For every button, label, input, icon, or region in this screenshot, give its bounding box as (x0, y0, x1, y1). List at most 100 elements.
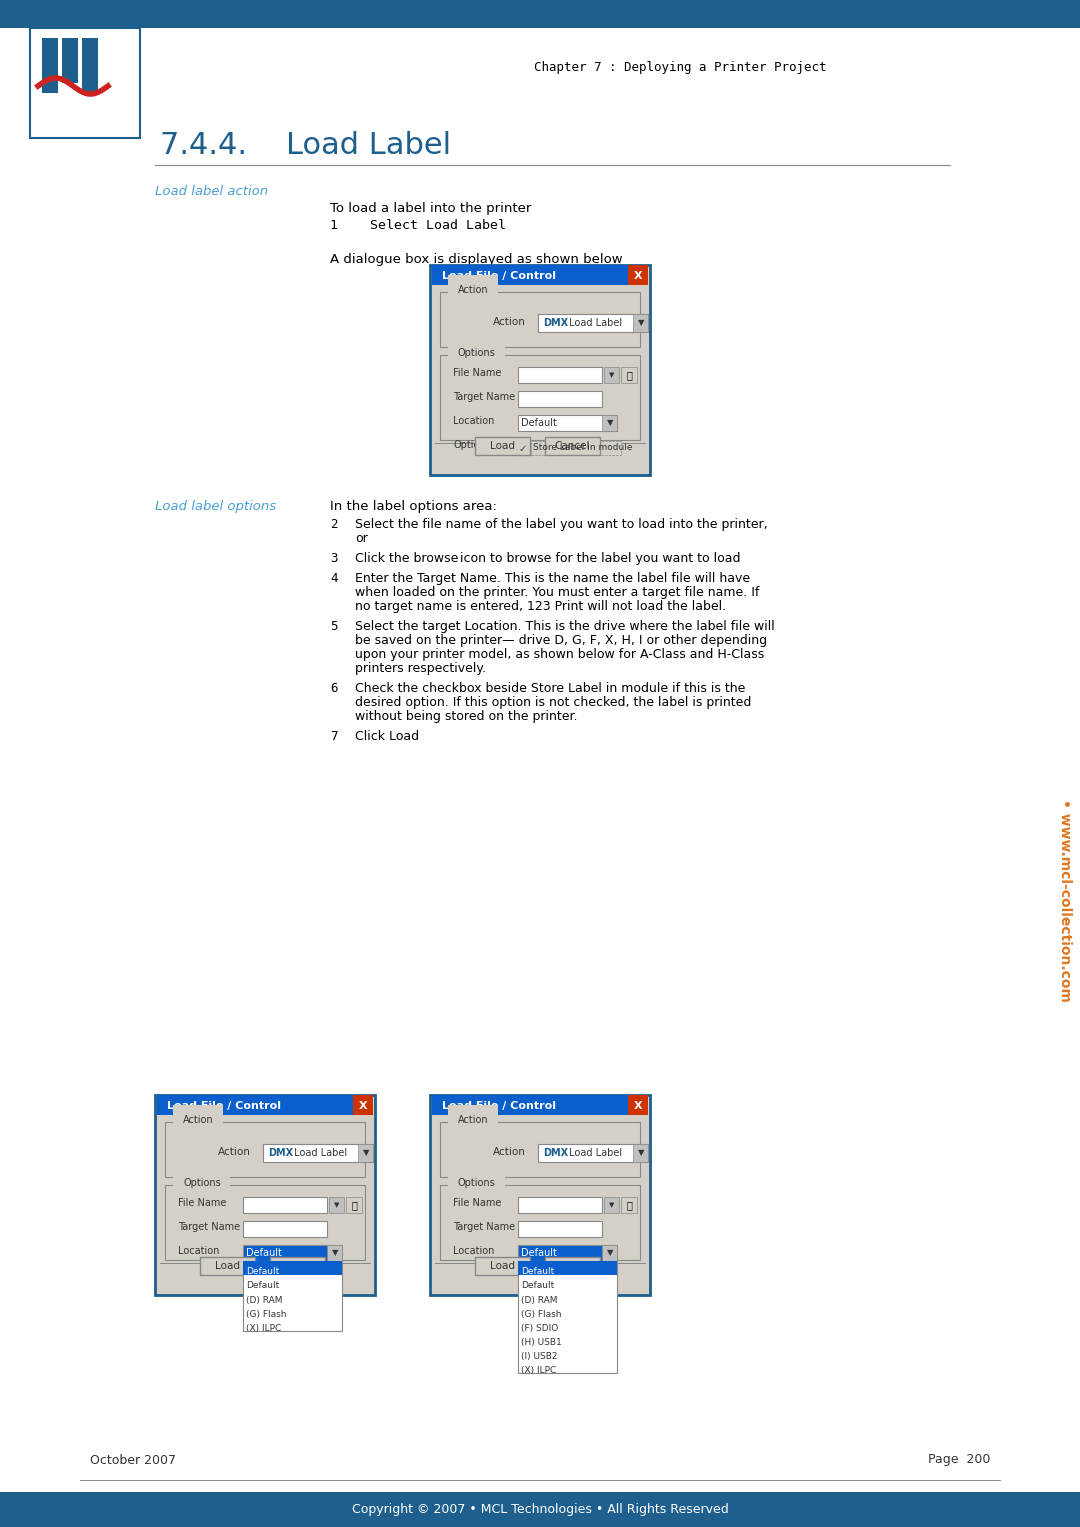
Text: File Name: File Name (453, 1199, 501, 1208)
Text: X: X (634, 1101, 643, 1112)
Text: October 2007: October 2007 (90, 1454, 176, 1466)
Text: Action: Action (183, 1115, 214, 1125)
Bar (42, 38, 58, 93)
Bar (0, 1492, 1080, 1527)
Bar (430, 1095, 650, 1295)
Text: Target Name: Target Name (453, 392, 515, 402)
Bar (270, 1257, 325, 1275)
Text: ▼: ▼ (638, 1148, 645, 1157)
Text: Click the browse: Click the browse (355, 551, 458, 565)
Text: Target Name: Target Name (178, 1222, 240, 1232)
Bar (82, 38, 98, 93)
Text: 3: 3 (330, 551, 337, 565)
Text: X: X (634, 270, 643, 281)
Bar (627, 266, 648, 286)
Text: X: X (359, 1101, 367, 1112)
Bar (518, 1245, 617, 1261)
Bar (633, 315, 648, 331)
Text: 🔍: 🔍 (626, 370, 632, 380)
Text: Cancel: Cancel (280, 1261, 315, 1270)
Text: (I) USB2: (I) USB2 (521, 1351, 557, 1361)
Text: Default: Default (246, 1267, 280, 1277)
Bar (62, 38, 78, 82)
Text: Default: Default (521, 1267, 554, 1277)
Text: Load File / Control: Load File / Control (442, 1101, 556, 1112)
Bar (518, 366, 602, 383)
Bar (432, 1095, 648, 1115)
Text: Options: Options (183, 1177, 220, 1188)
Text: Select the target Location. This is the drive where the label file will: Select the target Location. This is the … (355, 620, 774, 634)
Text: 5: 5 (330, 620, 337, 634)
Text: Default: Default (521, 418, 557, 428)
Bar (30, 27, 140, 137)
Text: Click Load: Click Load (355, 730, 419, 744)
Bar (545, 437, 600, 455)
Text: DMX: DMX (543, 1148, 568, 1157)
Bar (0, 0, 1080, 27)
Text: desired option. If this option is not checked, the label is printed: desired option. If this option is not ch… (355, 696, 752, 709)
Text: Cancel: Cancel (555, 1261, 591, 1270)
Text: ▼: ▼ (609, 373, 615, 379)
Text: Cancel: Cancel (555, 441, 591, 450)
Text: (D) RAM: (D) RAM (521, 1295, 557, 1304)
Text: TECHNOLOGIES: TECHNOLOGIES (55, 121, 114, 130)
Text: Check the checkbox beside Store Label in module if this is the: Check the checkbox beside Store Label in… (355, 683, 745, 695)
Text: Load File / Control: Load File / Control (167, 1101, 281, 1112)
Text: ▼: ▼ (335, 1202, 340, 1208)
Text: ▼: ▼ (609, 1202, 615, 1208)
Text: (G) Flash: (G) Flash (521, 1310, 562, 1318)
Bar (243, 1261, 342, 1275)
Text: 1    Select Load Label: 1 Select Load Label (330, 218, 507, 232)
Text: or: or (355, 531, 368, 545)
Text: 🔍: 🔍 (626, 1200, 632, 1209)
Bar (165, 1122, 365, 1177)
Text: Enter the Target Name. This is the name the label file will have: Enter the Target Name. This is the name … (355, 573, 751, 585)
Text: no target name is entered, 123 Print will not load the label.: no target name is entered, 123 Print wil… (355, 600, 726, 612)
Bar (353, 1095, 373, 1115)
Bar (432, 266, 648, 286)
Text: Copyright © 2007 • MCL Technologies • All Rights Reserved: Copyright © 2007 • MCL Technologies • Al… (352, 1503, 728, 1516)
Text: 🔍: 🔍 (351, 1200, 356, 1209)
Bar (518, 1261, 617, 1373)
Text: Action: Action (492, 1147, 526, 1157)
Bar (518, 391, 602, 408)
Text: Load: Load (490, 1261, 515, 1270)
Bar (264, 1144, 373, 1162)
Text: Action: Action (458, 286, 488, 295)
Bar (475, 437, 530, 455)
Text: Options: Options (458, 1177, 496, 1188)
Bar (243, 1261, 342, 1332)
Bar (602, 1245, 617, 1261)
Text: without being stored on the printer.: without being stored on the printer. (355, 710, 578, 722)
Text: Target Name: Target Name (453, 1222, 515, 1232)
Text: Select the file name of the label you want to load into the printer,: Select the file name of the label you wa… (355, 518, 768, 531)
Text: ▼: ▼ (363, 1148, 369, 1157)
Text: Store Label in module: Store Label in module (534, 443, 633, 452)
Text: ▼: ▼ (638, 319, 645, 327)
Text: (X) ILPC: (X) ILPC (246, 1324, 281, 1333)
Text: Location: Location (453, 415, 495, 426)
Text: ▼: ▼ (607, 1249, 613, 1258)
Bar (633, 1144, 648, 1162)
Text: DMX: DMX (268, 1148, 293, 1157)
Bar (475, 1257, 530, 1275)
Text: Load label options: Load label options (156, 499, 276, 513)
Text: File Name: File Name (453, 368, 501, 379)
Text: ✓: ✓ (518, 444, 527, 454)
Bar (518, 415, 617, 431)
Text: Action: Action (218, 1147, 251, 1157)
Text: Action: Action (492, 318, 526, 327)
Text: icon to browse for the label you want to load: icon to browse for the label you want to… (456, 551, 741, 565)
Text: 6: 6 (330, 683, 337, 695)
Bar (440, 292, 640, 347)
Bar (440, 1185, 640, 1260)
Bar (165, 1185, 365, 1260)
Bar (604, 1197, 619, 1212)
Text: Default: Default (521, 1248, 557, 1258)
Bar (243, 1197, 327, 1212)
Text: ▼: ▼ (607, 418, 613, 428)
Bar (621, 366, 637, 383)
Bar (621, 1197, 637, 1212)
Text: 7.4.4.    Load Label: 7.4.4. Load Label (160, 130, 451, 159)
Text: Load Label: Load Label (566, 318, 622, 328)
